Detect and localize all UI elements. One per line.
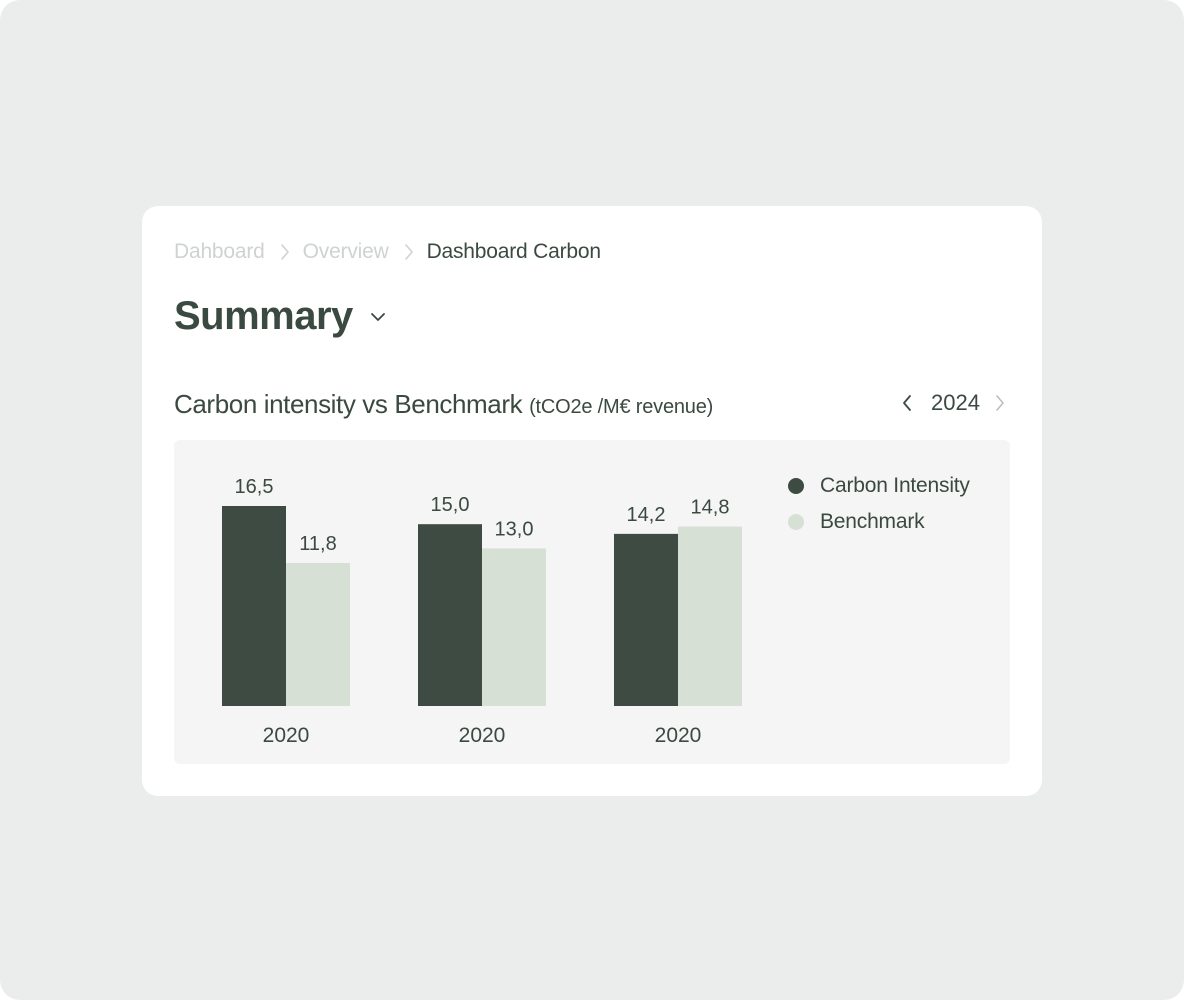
bar-value-label-carbon-intensity-2: 14,2 <box>627 504 666 526</box>
page-title[interactable]: Summary <box>174 294 353 338</box>
chart-title: Carbon intensity vs Benchmark <box>174 389 523 419</box>
chart-heading: Carbon intensity vs Benchmark (tCO2e /M€… <box>174 389 713 420</box>
breadcrumb-item-overview[interactable]: Overview <box>302 240 389 263</box>
breadcrumb: Dahboard Overview Dashboard Carbon <box>174 240 601 264</box>
bar-benchmark-0 <box>286 562 350 706</box>
breadcrumb-item-dashboard[interactable]: Dahboard <box>174 240 265 263</box>
chart-legend: Carbon Intensity Benchmark <box>788 474 970 546</box>
year-selector: 2024 <box>897 389 1010 417</box>
bar-value-label-benchmark-0: 11,8 <box>299 533 336 555</box>
bar-value-label-carbon-intensity-0: 16,5 <box>235 476 274 498</box>
chart-panel: 16,5 11,8 2020 15,0 13,0 2020 14,2 14,8 2020 Car… <box>174 440 1010 764</box>
category-label-1: 2020 <box>459 724 506 747</box>
bar-value-label-benchmark-1: 13,0 <box>495 518 534 540</box>
chevron-down-icon[interactable] <box>369 310 387 328</box>
title-row: Summary <box>174 294 387 339</box>
summary-card: Dahboard Overview Dashboard Carbon Summa… <box>142 206 1042 796</box>
bar-carbon-intensity-2 <box>614 533 678 706</box>
legend-swatch-carbon-intensity <box>788 478 804 494</box>
bar-value-label-carbon-intensity-1: 15,0 <box>431 494 470 516</box>
chart-unit: (tCO2e /M€ revenue) <box>529 396 714 418</box>
category-label-2: 2020 <box>655 724 702 747</box>
bar-value-label-benchmark-2: 14,8 <box>691 497 730 519</box>
bar-benchmark-1 <box>482 548 546 706</box>
category-label-0: 2020 <box>263 724 310 747</box>
chevron-right-icon[interactable] <box>990 389 1010 417</box>
legend-item-carbon-intensity: Carbon Intensity <box>788 474 970 498</box>
breadcrumb-item-current: Dashboard Carbon <box>426 240 601 263</box>
legend-swatch-benchmark <box>788 514 804 530</box>
bar-benchmark-2 <box>678 526 742 706</box>
bar-carbon-intensity-1 <box>418 524 482 706</box>
legend-item-benchmark: Benchmark <box>788 510 970 534</box>
legend-label-carbon-intensity: Carbon Intensity <box>820 474 970 497</box>
chevron-left-icon[interactable] <box>897 389 917 417</box>
chevron-right-icon <box>403 241 415 263</box>
legend-label-benchmark: Benchmark <box>820 510 925 533</box>
chevron-right-icon <box>279 241 291 263</box>
bar-carbon-intensity-0 <box>222 506 286 706</box>
bar-chart: 16,5 11,8 2020 15,0 13,0 2020 14,2 14,8 2020 <box>222 476 742 747</box>
selected-year: 2024 <box>931 390 980 415</box>
